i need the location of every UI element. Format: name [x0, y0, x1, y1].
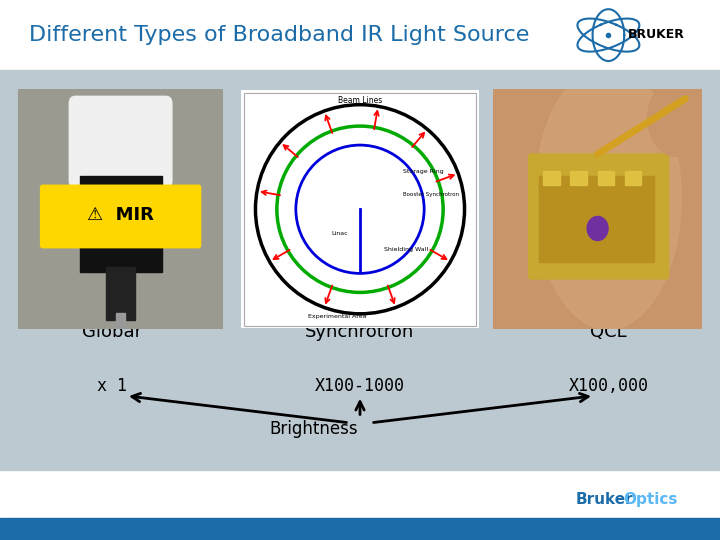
Bar — [539, 176, 654, 262]
Text: Globar: Globar — [81, 323, 142, 341]
Text: Bruker: Bruker — [576, 492, 634, 507]
Bar — [544, 171, 560, 185]
Text: Synchrotron: Synchrotron — [305, 323, 415, 341]
Text: Experimental Area: Experimental Area — [307, 314, 366, 319]
Text: Linac: Linac — [331, 231, 348, 235]
Circle shape — [588, 217, 608, 240]
Bar — [0, 70, 720, 470]
Text: Booster Synchrotron: Booster Synchrotron — [402, 192, 459, 198]
Bar — [0, 518, 720, 540]
Text: QCL: QCL — [590, 323, 626, 341]
Bar — [117, 313, 125, 329]
FancyBboxPatch shape — [528, 154, 669, 279]
Text: Brightness: Brightness — [269, 420, 358, 438]
FancyBboxPatch shape — [69, 96, 172, 187]
Bar — [107, 267, 135, 320]
Ellipse shape — [535, 65, 681, 329]
Bar — [0, 0, 720, 70]
Ellipse shape — [648, 79, 706, 157]
Text: Shielding Wall: Shielding Wall — [384, 247, 428, 252]
FancyBboxPatch shape — [40, 185, 201, 248]
Text: X100-1000: X100-1000 — [315, 377, 405, 395]
Text: Beam Lines: Beam Lines — [338, 96, 382, 105]
Text: x 1: x 1 — [96, 377, 127, 395]
Text: Different Types of Broadband IR Light Source: Different Types of Broadband IR Light So… — [29, 25, 529, 45]
Bar — [625, 171, 642, 185]
Bar — [570, 171, 588, 185]
Text: BRUKER: BRUKER — [628, 28, 685, 40]
Bar — [598, 171, 614, 185]
Text: X100,000: X100,000 — [568, 377, 649, 395]
Text: ⚠  MIR: ⚠ MIR — [87, 206, 154, 224]
Text: Storage Ring: Storage Ring — [402, 168, 444, 174]
Bar — [0, 475, 720, 518]
Bar — [79, 176, 161, 272]
Text: Optics: Optics — [623, 492, 678, 507]
